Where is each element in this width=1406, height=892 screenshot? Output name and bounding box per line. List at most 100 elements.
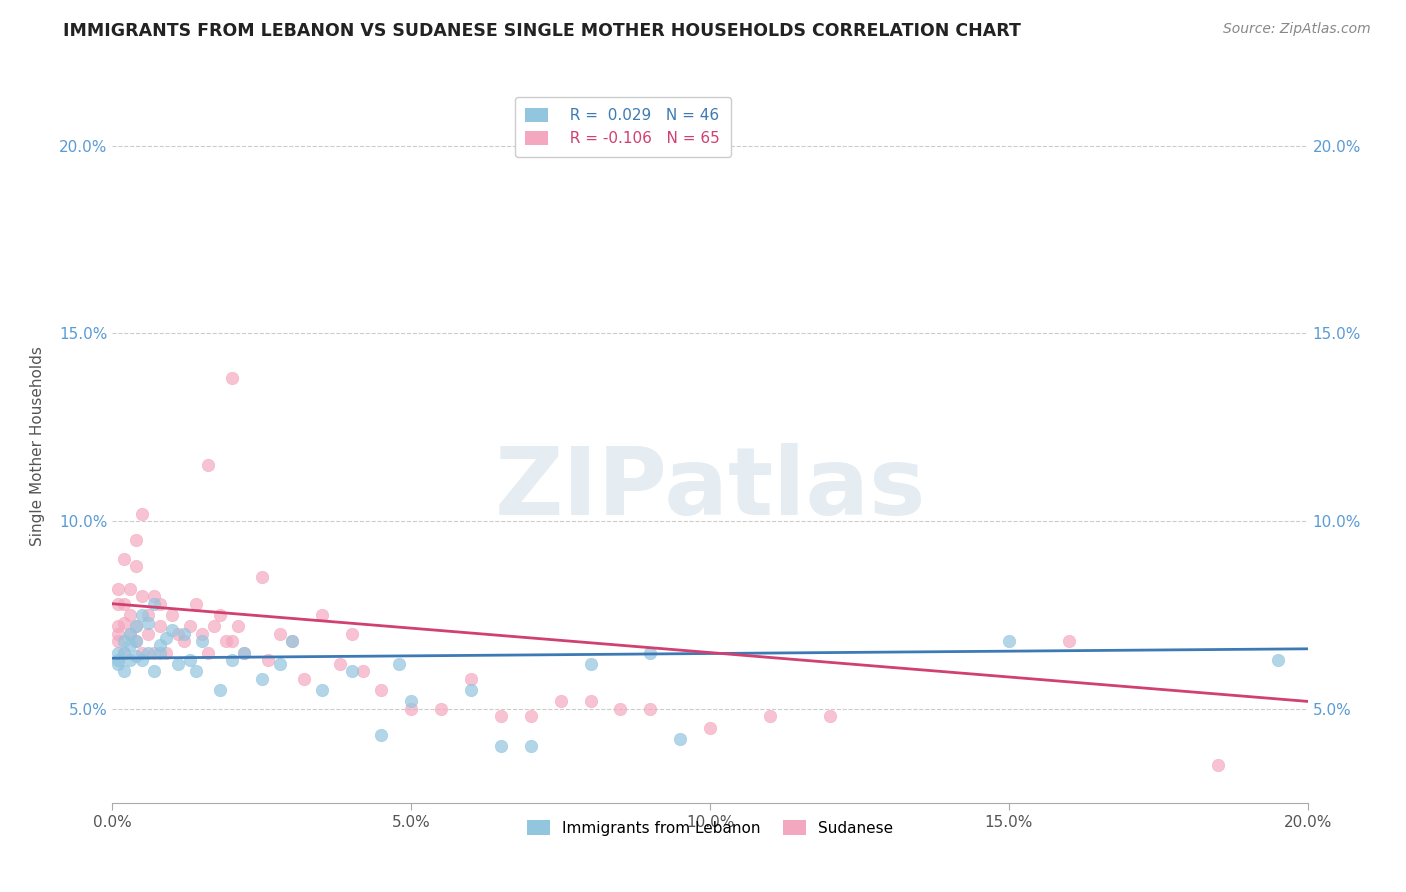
Legend: Immigrants from Lebanon, Sudanese: Immigrants from Lebanon, Sudanese [517,811,903,845]
Point [155,646,177,660]
Point [125,559,148,574]
Point [120,653,142,667]
Point [131,646,153,660]
Point [226,619,249,633]
Point [120,627,142,641]
Point [759,709,782,723]
Point [353,665,375,679]
Point [125,619,148,633]
Point [460,683,482,698]
Point [221,634,243,648]
Point [120,582,142,596]
Point [131,607,153,622]
Point [149,646,172,660]
Point [311,683,333,698]
Point [250,672,273,686]
Point [186,597,208,611]
Point [257,653,280,667]
Point [197,646,219,660]
Point [640,702,662,716]
Point [138,627,160,641]
Point [191,627,214,641]
Point [311,607,333,622]
Point [1267,653,1289,667]
Point [209,683,232,698]
Point [460,672,482,686]
Point [143,589,166,603]
Point [125,649,148,664]
Point [1206,758,1229,772]
Point [131,653,153,667]
Point [167,627,190,641]
Point [579,657,602,671]
Point [550,694,572,708]
Point [162,623,183,637]
Point [340,665,363,679]
Point [329,657,352,671]
Point [579,694,602,708]
Point [179,653,201,667]
Text: IMMIGRANTS FROM LEBANON VS SUDANESE SINGLE MOTHER HOUSEHOLDS CORRELATION CHART: IMMIGRANTS FROM LEBANON VS SUDANESE SING… [63,22,1021,40]
Point [179,619,201,633]
Point [191,634,214,648]
Point [1057,634,1080,648]
Point [215,634,238,648]
Point [520,709,543,723]
Point [173,634,195,648]
Point [269,627,291,641]
Point [114,615,135,630]
Point [640,646,662,660]
Point [143,646,166,660]
Point [149,597,172,611]
Point [388,657,411,671]
Point [125,619,148,633]
Point [138,646,160,660]
Text: Source: ZipAtlas.com: Source: ZipAtlas.com [1223,22,1371,37]
Point [281,634,304,648]
Point [107,657,129,671]
Point [430,702,453,716]
Point [489,709,512,723]
Point [120,638,142,652]
Point [138,607,160,622]
Point [233,646,256,660]
Point [114,634,135,648]
Point [250,570,273,584]
Point [107,627,129,641]
Point [221,653,243,667]
Point [669,731,692,746]
Point [149,638,172,652]
Point [401,694,423,708]
Point [143,597,166,611]
Point [114,597,135,611]
Point [370,728,392,742]
Point [197,458,219,472]
Point [125,634,148,648]
Point [155,631,177,645]
Point [107,646,129,660]
Point [167,657,190,671]
Point [125,634,148,648]
Point [202,619,225,633]
Point [370,683,392,698]
Point [120,607,142,622]
Point [401,702,423,716]
Point [609,702,631,716]
Point [107,634,129,648]
Point [107,582,129,596]
Point [269,657,291,671]
Point [120,627,142,641]
Point [125,533,148,547]
Point [143,665,166,679]
Point [489,739,512,754]
Point [138,615,160,630]
Point [162,607,183,622]
Point [186,665,208,679]
Point [114,646,135,660]
Point [233,646,256,660]
Point [114,551,135,566]
Point [221,371,243,385]
Point [107,653,129,667]
Point [149,619,172,633]
Y-axis label: Single Mother Households: Single Mother Households [31,346,45,546]
